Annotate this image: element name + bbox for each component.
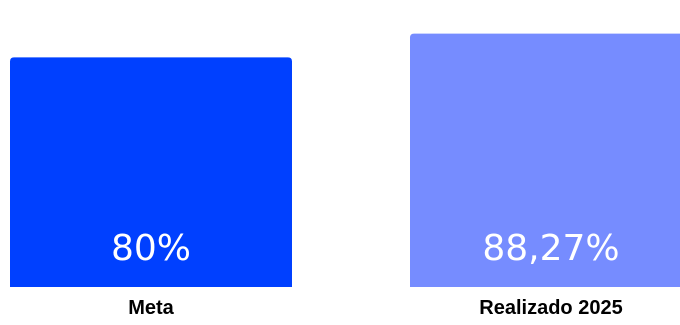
bar-meta (10, 57, 292, 288)
bar-realizado (410, 33, 680, 287)
bar-value-label: 80% (111, 228, 191, 269)
category-label: Realizado 2025 (479, 297, 622, 319)
category-label: Meta (128, 297, 174, 319)
bar-value-label: 88,27% (482, 228, 619, 269)
